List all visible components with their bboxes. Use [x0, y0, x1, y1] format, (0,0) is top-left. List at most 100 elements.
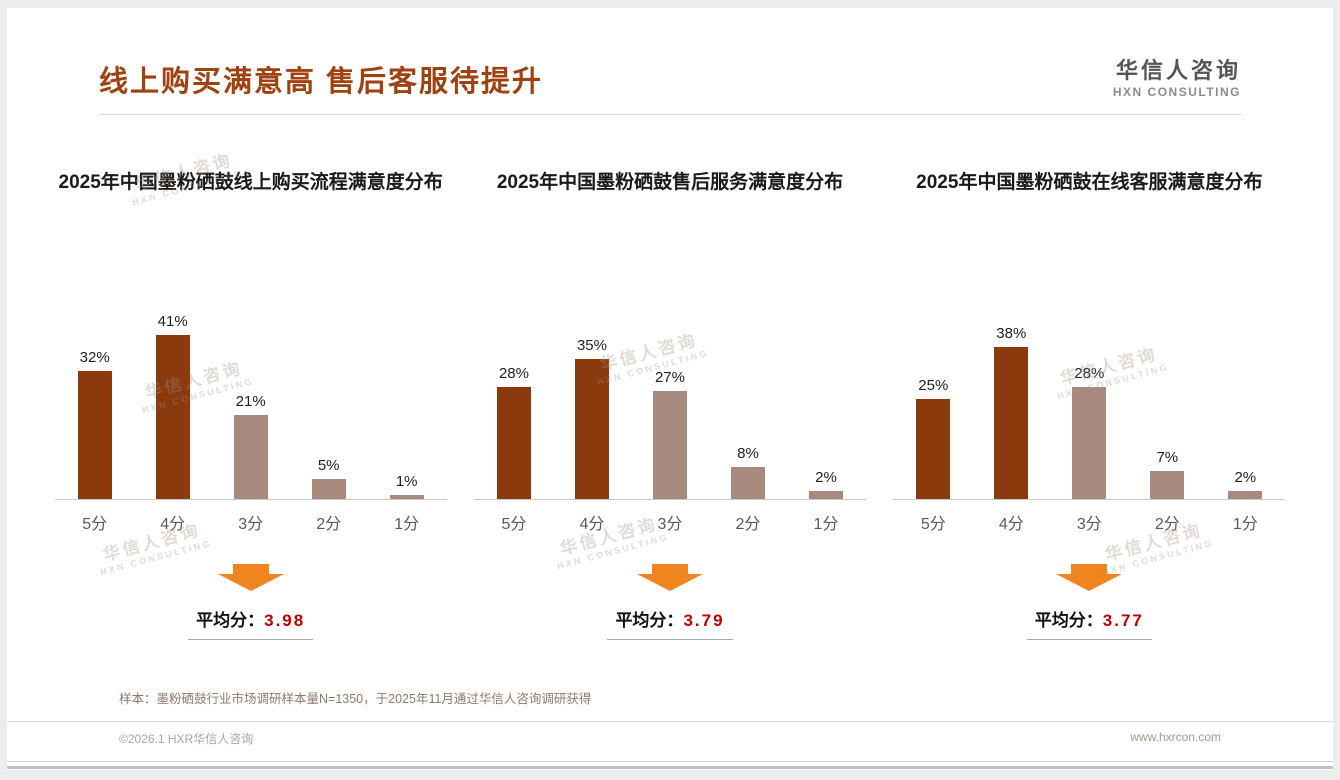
- bar: [1228, 491, 1263, 500]
- category-axis: 5分 4分 3分 2分 1分: [55, 510, 447, 534]
- bar-value-label: 38%: [996, 325, 1027, 343]
- bar-group: 21%: [212, 393, 290, 500]
- footer-divider: [7, 721, 1333, 723]
- category-label: 5分: [920, 516, 946, 534]
- down-arrow-icon: [217, 564, 284, 592]
- category-label: 2分: [1154, 516, 1180, 534]
- bar-group: 35%: [553, 337, 631, 500]
- bar-plot-area: 28% 35% 27% 8% 2%: [473, 288, 866, 501]
- bottom-rule-thin: [7, 761, 1333, 762]
- bar-value-label: 2%: [815, 469, 837, 487]
- sample-note: 样本：墨粉硒鼓行业市场调研样本量N=1350，于2025年11月通过华信人咨询调…: [119, 692, 592, 707]
- bar-value-label: 25%: [918, 377, 949, 395]
- chart-column: 2025年中国墨粉硒鼓线上购买流程满意度分布 32% 41% 21% 5% 1% 5分 4分 3…: [41, 170, 460, 641]
- chart-column: 2025年中国墨粉硒鼓在线客服满意度分布 25% 38% 28% 7% 2% 5分 4分 3分 2…: [880, 170, 1299, 641]
- bar-value-label: 5%: [317, 457, 340, 475]
- bar-group: 1%: [368, 473, 446, 500]
- bar-group: 27%: [631, 369, 709, 500]
- chart-title: 2025年中国墨粉硒鼓线上购买流程满意度分布: [58, 172, 443, 194]
- company-logo: 华信人咨询 HXN CONSULTING: [1113, 58, 1241, 100]
- slide: 华信人咨询 HXN CONSULTING 华信人咨询 HXN CONSULTING 华信…: [7, 8, 1333, 770]
- category-label: 2分: [735, 516, 761, 534]
- average-score: 平均分：3.77: [1026, 606, 1152, 641]
- category-label: 1分: [394, 516, 420, 534]
- bar-value-label: 8%: [737, 445, 759, 463]
- bar-value-label: 41%: [157, 313, 188, 331]
- bar: [155, 335, 190, 500]
- bar-value-label: 28%: [1074, 365, 1105, 383]
- bar-group: 7%: [1128, 449, 1206, 500]
- average-value: 3.98: [264, 611, 306, 631]
- logo-name: 华信人咨询: [1115, 58, 1241, 83]
- category-label: 4分: [579, 516, 605, 534]
- down-arrow-icon: [636, 564, 703, 592]
- bar-group: 5%: [290, 457, 368, 500]
- bar: [1150, 471, 1185, 500]
- bar-value-label: 21%: [235, 393, 266, 411]
- bottom-rule-thick: [7, 766, 1333, 769]
- category-label: 4分: [998, 516, 1024, 534]
- bar-group: 28%: [475, 365, 553, 500]
- bar-plot-area: 32% 41% 21% 5% 1%: [54, 288, 447, 501]
- category-axis: 5分 4分 3分 2分 1分: [474, 510, 866, 534]
- average-value: 3.77: [1102, 611, 1144, 631]
- copyright-text: ©2026.1 HXR华信人咨询: [119, 732, 254, 747]
- bar: [994, 347, 1029, 500]
- category-label: 5分: [82, 516, 108, 534]
- header: 线上购买满意高 售后客服待提升 华信人咨询 HXN CONSULTING: [7, 8, 1333, 100]
- bar-value-label: 1%: [395, 473, 418, 491]
- average-score: 平均分：3.98: [188, 606, 314, 641]
- bar: [496, 387, 531, 500]
- average-label: 平均分：: [1034, 611, 1103, 631]
- category-label: 1分: [813, 516, 839, 534]
- bar-group: 38%: [972, 325, 1050, 500]
- bar: [730, 467, 765, 500]
- bar: [1072, 387, 1107, 500]
- bar-value-label: 27%: [654, 369, 685, 387]
- bar-group: 32%: [56, 349, 134, 500]
- bar: [574, 359, 609, 500]
- down-arrow-icon: [1056, 564, 1123, 592]
- bar-value-label: 35%: [576, 337, 607, 355]
- bar-group: 2%: [1206, 469, 1284, 500]
- website-text: www.hxrcon.com: [1130, 730, 1221, 745]
- average-value: 3.79: [683, 611, 725, 631]
- category-label: 4分: [160, 516, 186, 534]
- category-label: 5分: [501, 516, 527, 534]
- bar: [77, 371, 112, 500]
- category-axis: 5分 4分 3分 2分 1分: [893, 510, 1285, 534]
- page-title: 线上购买满意高 售后客服待提升: [99, 66, 544, 99]
- category-label: 3分: [657, 516, 683, 534]
- category-label: 3分: [1076, 516, 1102, 534]
- category-label: 3分: [238, 516, 264, 534]
- bottom-rules: [7, 761, 1333, 769]
- bar-plot-area: 25% 38% 28% 7% 2%: [893, 288, 1286, 501]
- bar: [652, 391, 687, 500]
- bar-group: 41%: [134, 313, 212, 500]
- average-score: 平均分：3.79: [607, 606, 733, 641]
- category-label: 1分: [1232, 516, 1258, 534]
- bar: [389, 495, 424, 500]
- bar-value-label: 28%: [498, 365, 529, 383]
- bar: [808, 491, 843, 500]
- footer: ©2026.1 HXR华信人咨询 www.hxrcon.com: [7, 722, 1333, 747]
- average-label: 平均分：: [615, 611, 684, 631]
- chart-title: 2025年中国墨粉硒鼓在线客服满意度分布: [916, 172, 1263, 194]
- bar-value-label: 2%: [1234, 469, 1257, 487]
- chart-column: 2025年中国墨粉硒鼓售后服务满意度分布 28% 35% 27% 8% 2% 5分 4分 3分 2…: [460, 170, 879, 641]
- bar-value-label: 7%: [1156, 449, 1179, 467]
- category-label: 2分: [316, 516, 342, 534]
- title-divider: [99, 114, 1241, 116]
- bar-group: 28%: [1050, 365, 1128, 500]
- bar-value-label: 32%: [79, 349, 110, 367]
- bar: [311, 479, 346, 500]
- charts-row: 2025年中国墨粉硒鼓线上购买流程满意度分布 32% 41% 21% 5% 1% 5分 4分 3…: [7, 170, 1333, 641]
- chart-title: 2025年中国墨粉硒鼓售后服务满意度分布: [496, 172, 844, 194]
- bar-group: 8%: [709, 445, 787, 500]
- bar-group: 25%: [894, 377, 972, 500]
- average-label: 平均分：: [196, 611, 265, 631]
- bar-group: 2%: [787, 469, 865, 500]
- logo-subtitle: HXN CONSULTING: [1112, 85, 1241, 100]
- bar: [916, 399, 951, 500]
- bar: [233, 415, 268, 500]
